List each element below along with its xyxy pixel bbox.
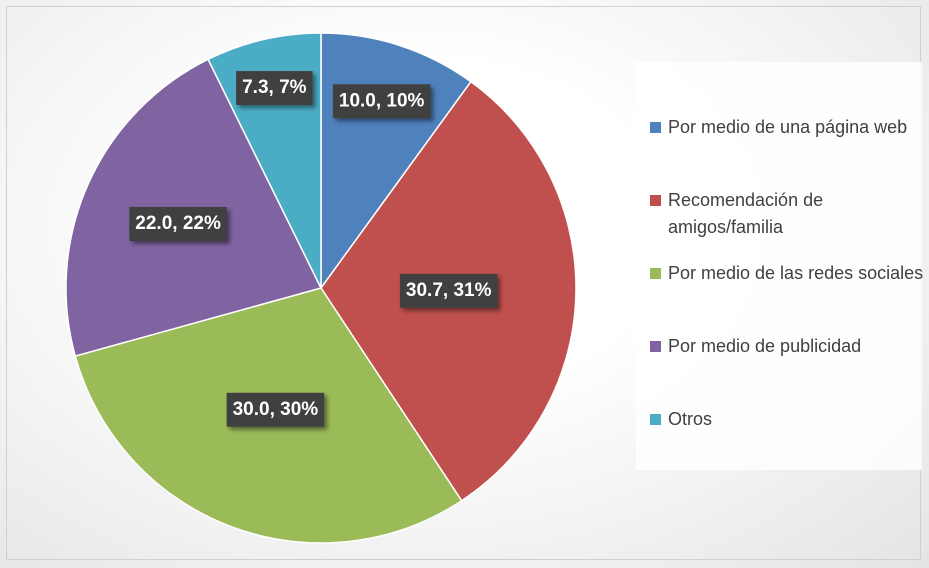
data-label: 10.0, 10% <box>332 84 431 119</box>
legend-swatch <box>650 414 661 425</box>
data-label-box <box>399 273 498 308</box>
legend-item: Otros <box>650 406 929 433</box>
data-label: 30.7, 31% <box>399 273 498 308</box>
data-label-box <box>236 71 313 106</box>
data-label-text: 30.7, 31% <box>406 280 492 301</box>
legend-label: Por medio de las redes sociales <box>668 263 924 283</box>
legend-label: Otros <box>668 409 713 429</box>
legend-item: Recomendación de amigos/familia <box>650 187 929 241</box>
legend-item: Por medio de las redes sociales <box>650 260 929 287</box>
legend-label: Por medio de una página web <box>668 117 908 137</box>
data-label-box <box>129 207 227 242</box>
legend-label: Recomendación de amigos/familia <box>668 190 824 237</box>
legend-swatch <box>650 195 661 206</box>
legend-swatch <box>650 341 661 352</box>
legend-item: Por medio de una página web <box>650 114 929 141</box>
data-label: 7.3, 7% <box>236 71 313 106</box>
legend-label: Por medio de publicidad <box>668 336 862 356</box>
data-label: 22.0, 22% <box>129 207 227 242</box>
legend: Por medio de una página web Recomendación… <box>636 62 923 470</box>
legend-swatch <box>650 268 661 279</box>
data-label-box <box>332 84 431 119</box>
data-label-box <box>226 392 325 427</box>
data-label-text: 22.0, 22% <box>135 213 221 234</box>
legend-swatch <box>650 122 661 133</box>
data-label: 30.0, 30% <box>226 392 325 427</box>
legend-item: Por medio de publicidad <box>650 333 929 360</box>
data-label-text: 30.0, 30% <box>233 399 319 420</box>
data-label-text: 10.0, 10% <box>339 90 425 111</box>
data-label-text: 7.3, 7% <box>242 77 307 98</box>
